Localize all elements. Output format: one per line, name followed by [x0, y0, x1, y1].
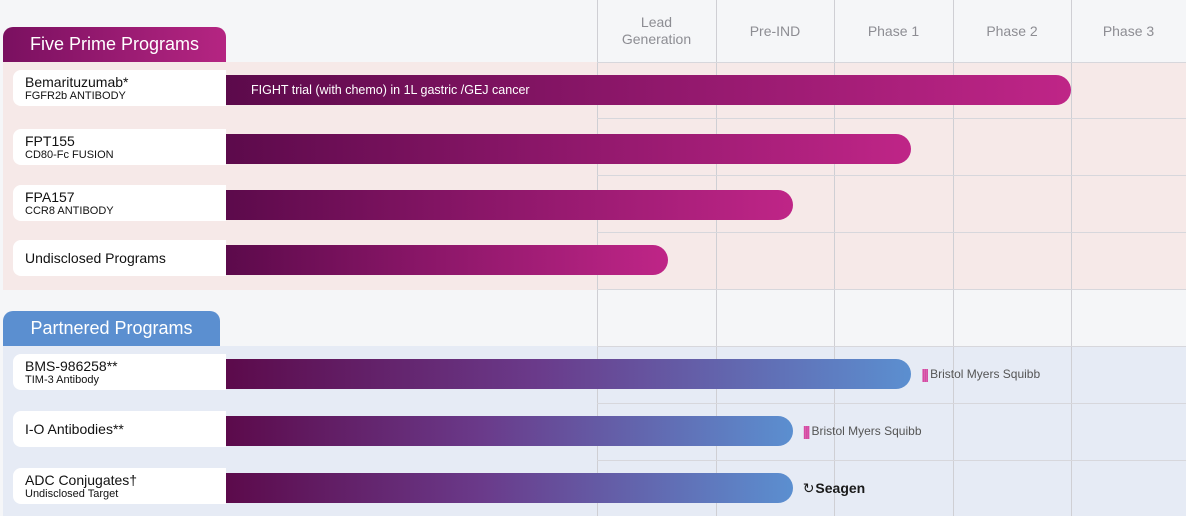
progress-bar: [226, 190, 793, 220]
phase-header: Phase 3: [1071, 0, 1186, 62]
program-name: ADC Conjugates†: [25, 472, 226, 488]
program-target: CCR8 ANTIBODY: [25, 205, 226, 218]
seagen-icon: ↻: [803, 480, 815, 497]
progress-bar: FIGHT trial (with chemo) in 1L gastric /…: [226, 75, 1071, 105]
partner-logo: ↻ Seagen: [803, 473, 866, 503]
program-name: FPT155: [25, 133, 226, 149]
row-divider: [597, 289, 1186, 290]
five-prime-section-title: Five Prime Programs: [3, 27, 226, 62]
program-label: I-O Antibodies**: [13, 411, 226, 447]
bms-hand-icon: |||: [803, 423, 809, 439]
program-name: I-O Antibodies**: [25, 421, 226, 437]
row-divider: [597, 346, 1186, 347]
program-name: Bemarituzumab*: [25, 74, 226, 90]
progress-bar: [226, 245, 668, 275]
partner-name: Bristol Myers Squibb: [811, 424, 921, 438]
program-label: ADC Conjugates† Undisclosed Target: [13, 468, 226, 504]
program-target: TIM-3 Antibody: [25, 374, 226, 387]
phase-divider: [1071, 0, 1072, 516]
bms-hand-icon: |||: [921, 366, 927, 382]
partner-name: Bristol Myers Squibb: [930, 367, 1040, 381]
program-label: FPA157 CCR8 ANTIBODY: [13, 185, 226, 221]
program-target: CD80-Fc FUSION: [25, 149, 226, 162]
phase-header: Lead Generation: [597, 0, 716, 62]
row-divider: [597, 62, 1186, 63]
partner-name: Seagen: [815, 480, 865, 496]
partner-logo: ||| Bristol Myers Squibb: [803, 416, 922, 446]
partner-logo: ||| Bristol Myers Squibb: [921, 359, 1040, 389]
row-divider: [597, 232, 1186, 233]
program-name: Undisclosed Programs: [25, 250, 226, 266]
progress-bar: [226, 359, 911, 389]
program-name: BMS-986258**: [25, 358, 226, 374]
phase-header: Phase 1: [834, 0, 953, 62]
phase-header: Pre-IND: [716, 0, 834, 62]
program-label: FPT155 CD80-Fc FUSION: [13, 129, 226, 165]
progress-bar: [226, 134, 911, 164]
phase-header: Phase 2: [953, 0, 1071, 62]
row-divider: [597, 403, 1186, 404]
progress-bar: [226, 416, 793, 446]
program-label: Undisclosed Programs: [13, 240, 226, 276]
program-target: FGFR2b ANTIBODY: [25, 90, 226, 103]
bar-annotation: FIGHT trial (with chemo) in 1L gastric /…: [251, 75, 530, 105]
row-divider: [597, 460, 1186, 461]
program-target: Undisclosed Target: [25, 488, 226, 501]
program-label: BMS-986258** TIM-3 Antibody: [13, 354, 226, 390]
partnered-section-title: Partnered Programs: [3, 311, 220, 346]
program-name: FPA157: [25, 189, 226, 205]
progress-bar: [226, 473, 793, 503]
row-divider: [597, 175, 1186, 176]
row-divider: [597, 118, 1186, 119]
program-label: Bemarituzumab* FGFR2b ANTIBODY: [13, 70, 226, 106]
